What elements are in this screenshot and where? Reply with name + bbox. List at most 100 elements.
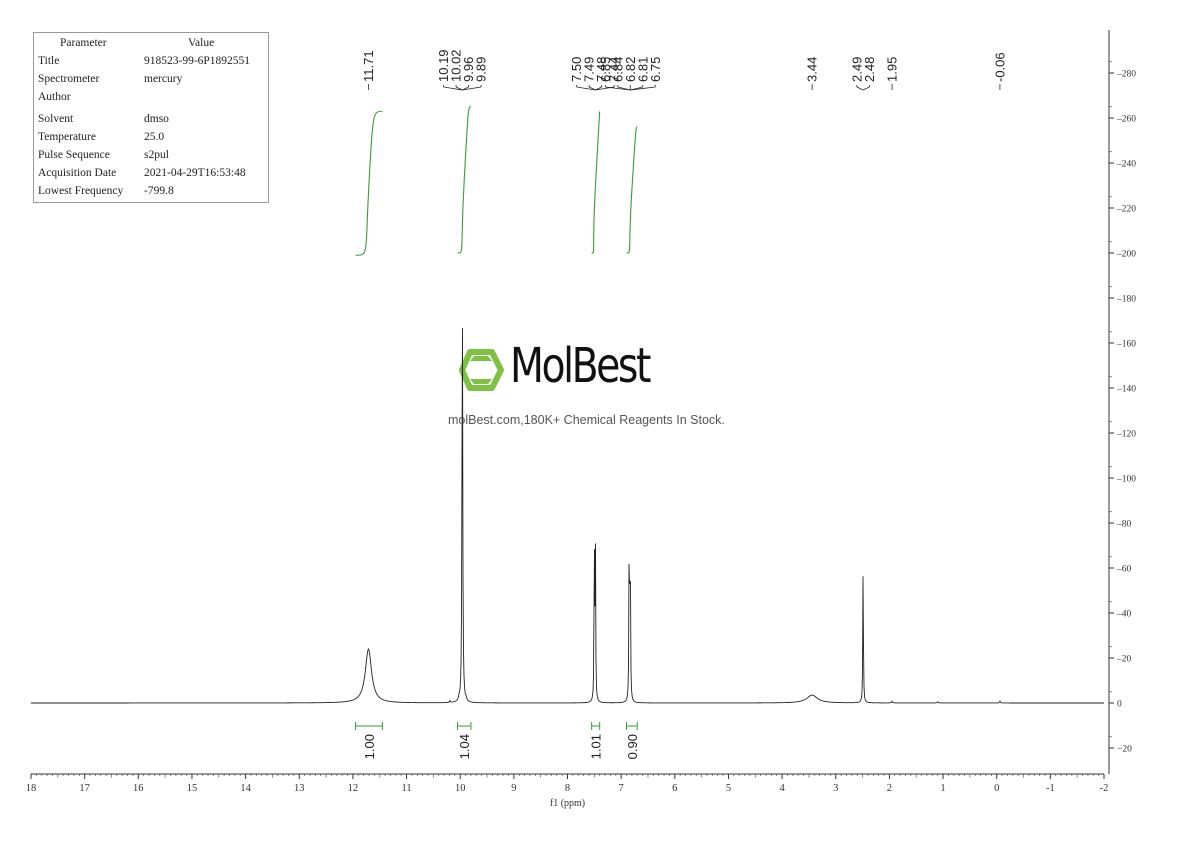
parameter-header-label: Parameter [60, 37, 107, 49]
peak-label: -0.06 [992, 52, 1007, 82]
peak-label-leader [443, 85, 463, 91]
peak-label-leader [856, 85, 864, 91]
parameter-name: Title [38, 55, 60, 67]
x-tick-label: 8 [565, 783, 570, 794]
y-tick-label: –160 [1116, 340, 1136, 350]
parameter-row-lowest-frequency: Lowest Frequency -799.8 [34, 185, 268, 201]
integral-curve [626, 126, 638, 254]
y-tick-label: −20 [1117, 745, 1132, 755]
peak-label-leader [604, 85, 631, 91]
peak-label: 6.82 [623, 57, 638, 82]
peak-label: 10.02 [449, 49, 464, 82]
x-tick-label: 16 [133, 783, 144, 794]
y-tick-label: –120 [1116, 430, 1136, 440]
peak-label: 10.19 [436, 49, 451, 82]
parameter-name: Temperature [38, 131, 96, 143]
x-tick-label: 0 [994, 783, 999, 794]
integral-value-label: 1.04 [457, 734, 472, 759]
parameter-name: Lowest Frequency [38, 185, 124, 197]
parameter-row-acquisition-date: Acquisition Date 2021-04-29T16:53:48 [34, 167, 268, 183]
y-tick-label: –200 [1116, 250, 1136, 260]
x-tick-label: 17 [79, 783, 90, 794]
parameter-row-title: Title 918523-99-6P1892551 [34, 55, 268, 71]
parameter-row-solvent: Solvent dmso [34, 113, 268, 129]
parameter-value: 25.0 [144, 131, 165, 143]
integral-curve [355, 110, 383, 256]
integral-curve [457, 106, 471, 254]
y-tick-label: –80 [1116, 520, 1132, 530]
integral-value-label: 1.00 [362, 734, 377, 759]
x-tick-label: 13 [294, 783, 305, 794]
parameter-value: s2pul [144, 149, 169, 161]
parameter-value: -799.8 [144, 185, 174, 197]
integral-value-label: 0.90 [625, 734, 640, 759]
y-tick-label: –280 [1116, 70, 1136, 80]
y-tick-label: –260 [1116, 115, 1136, 125]
parameter-name: Solvent [38, 113, 74, 125]
y-tick-label: –240 [1116, 160, 1136, 170]
peak-label-leader [462, 85, 482, 91]
x-tick-label: 14 [240, 783, 251, 794]
x-tick-label: 11 [401, 783, 411, 794]
peak-label: 7.49 [582, 57, 597, 82]
integral-value-label: 1.01 [589, 734, 604, 759]
x-tick-label: 6 [672, 783, 677, 794]
x-tick-label: 2 [887, 783, 892, 794]
value-header-label: Value [188, 37, 215, 49]
y-tick-label: 0 [1117, 700, 1122, 710]
peak-label: 7.48 [594, 57, 609, 82]
x-tick-label: 10 [455, 783, 466, 794]
integral-curve [591, 110, 601, 254]
peak-label-leader [630, 85, 656, 91]
parameter-name: Pulse Sequence [38, 149, 110, 161]
peak-label: 7.44 [607, 57, 622, 82]
peak-label: 2.49 [849, 57, 864, 82]
peak-label-leader [455, 85, 463, 91]
x-tick-label: 4 [779, 783, 785, 794]
y-tick-label: –40 [1116, 610, 1132, 620]
peak-label: 9.96 [461, 57, 476, 82]
y-tick-label: –100 [1116, 475, 1136, 485]
parameter-name: Author [38, 91, 71, 103]
peak-label: 6.75 [648, 57, 663, 82]
watermark-tagline: molBest.com,180K+ Chemical Reagents In S… [448, 413, 725, 427]
parameter-row-spectrometer: Spectrometer mercury [34, 73, 268, 89]
peak-label: 11.71 [361, 50, 376, 82]
parameter-value: 918523-99-6P1892551 [144, 55, 251, 67]
peak-label: 7.50 [569, 57, 584, 82]
peak-label-leader [617, 85, 631, 91]
peak-label: 6.81 [635, 57, 650, 82]
parameter-value: dmso [144, 113, 169, 125]
x-tick-label: 3 [833, 783, 838, 794]
x-tick-label: 15 [187, 783, 198, 794]
parameter-value: 2021-04-29T16:53:48 [144, 167, 246, 179]
parameter-table: Parameter Value Title 918523-99-6P189255… [33, 32, 269, 203]
parameter-row-temperature: Temperature 25.0 [34, 131, 268, 147]
peak-label-leader [576, 85, 596, 91]
x-tick-label: -1 [1046, 783, 1055, 794]
peak-label: 6.84 [610, 57, 625, 82]
parameter-row-author: Author [34, 91, 268, 107]
x-tick-label: -2 [1100, 783, 1109, 794]
parameter-value: mercury [144, 73, 183, 85]
peak-label: 9.89 [474, 57, 489, 82]
peak-label: 3.44 [805, 57, 820, 82]
x-tick-label: 12 [348, 783, 359, 794]
peak-label: 2.48 [862, 57, 877, 82]
y-tick-label: –220 [1116, 205, 1136, 215]
molbest-logo-icon [459, 349, 504, 391]
peak-label-leader [588, 85, 596, 91]
peak-label: 6.85 [598, 57, 613, 82]
parameter-header-row: Parameter Value [34, 37, 268, 53]
x-tick-label: 1 [940, 783, 945, 794]
x-tick-label: 5 [726, 783, 731, 794]
x-tick-label: 18 [26, 783, 37, 794]
peak-label-leader [862, 85, 870, 91]
x-tick-label: 9 [511, 783, 516, 794]
y-tick-label: –20 [1116, 655, 1132, 665]
parameter-name: Acquisition Date [38, 167, 117, 179]
peak-label: 1.95 [885, 57, 900, 82]
y-tick-label: –140 [1116, 385, 1136, 395]
parameter-row-pulse-sequence: Pulse Sequence s2pul [34, 149, 268, 165]
